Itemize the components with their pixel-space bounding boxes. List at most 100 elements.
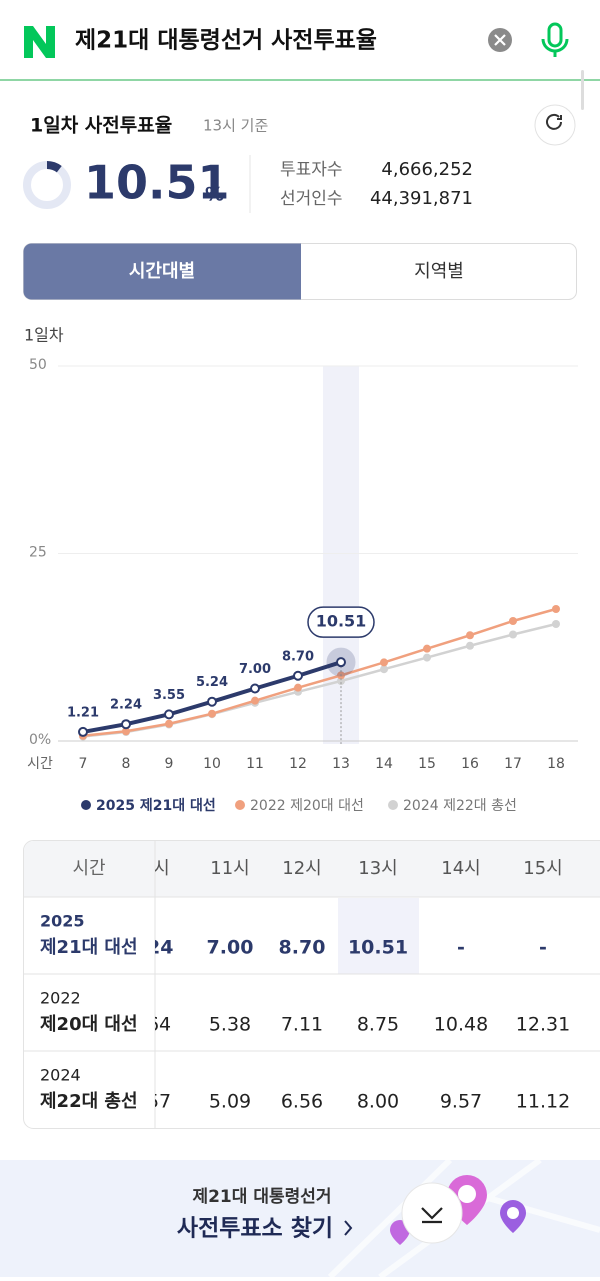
refresh-button[interactable] <box>535 105 575 145</box>
table-cell: - <box>539 937 547 959</box>
table-cell: 5.38 <box>209 1014 251 1036</box>
x-tick-label: 8 <box>122 756 131 772</box>
point <box>423 645 431 653</box>
table-cell: - <box>457 937 465 959</box>
point <box>208 698 216 706</box>
table-cell: 8.70 <box>279 937 326 959</box>
point <box>380 658 388 666</box>
point <box>509 631 517 639</box>
table-cell: 11.12 <box>516 1091 570 1113</box>
table-cell: 12.31 <box>516 1014 570 1036</box>
table-header: 12시 <box>282 858 321 879</box>
row-name: 제20대 대선 <box>40 1014 138 1035</box>
x-tick-label: 10 <box>203 756 221 772</box>
chart: 0% 25 50 7 8 9 10 11 12 13 14 15 16 17 18 1.21 2.24 3.55 5… <box>29 357 578 772</box>
legend-label: 2022 제20대 대선 <box>250 798 364 814</box>
x-tick-label: 16 <box>461 756 479 772</box>
point <box>208 710 216 718</box>
x-tick-label: 18 <box>547 756 565 772</box>
table-cell: 7.11 <box>281 1014 323 1036</box>
point <box>294 684 302 692</box>
table-cell: 8.00 <box>357 1091 399 1113</box>
y-tick-label: 25 <box>29 545 47 561</box>
electorate-label: 선거인수 <box>280 189 343 209</box>
rate-ring-value <box>47 165 59 169</box>
row-year: 2025 <box>40 912 85 931</box>
row-name: 제22대 총선 <box>40 1091 138 1112</box>
tab[interactable]: 지역별 <box>414 261 464 282</box>
point <box>423 654 431 662</box>
table-header: 13시 <box>358 858 397 879</box>
data-label: 1.21 <box>67 705 99 720</box>
x-tick-label: 12 <box>289 756 307 772</box>
table-cell: 10.51 <box>348 937 408 959</box>
point <box>509 617 517 625</box>
x-tick-label: 11 <box>246 756 264 772</box>
data-label: 7.00 <box>239 662 271 677</box>
banner-line1: 제21대 대통령선거 <box>192 1186 331 1207</box>
point <box>552 620 560 628</box>
x-tick-label: 15 <box>418 756 436 772</box>
data-label: 8.70 <box>282 649 314 664</box>
data-label: 2.24 <box>110 698 142 713</box>
point <box>552 605 560 613</box>
point <box>380 665 388 673</box>
voters-label: 투표자수 <box>280 160 343 180</box>
summary-title: 1일차 사전투표율 <box>30 115 172 137</box>
point <box>466 631 474 639</box>
table-cell: 5.09 <box>209 1091 251 1113</box>
y-tick-label: 50 <box>29 357 47 373</box>
voters-value: 4,666,252 <box>381 159 473 180</box>
rate-ring <box>27 165 67 205</box>
table-cell: 7.00 <box>207 937 254 959</box>
point <box>165 720 173 728</box>
legend-marker <box>235 800 245 810</box>
table-header: 11시 <box>210 858 249 879</box>
chart-title: 1일차 <box>24 326 64 345</box>
y-tick-label: 0% <box>29 732 51 748</box>
legend-marker <box>388 800 398 810</box>
legend: 2025 제21대 대선 2022 제20대 대선 2024 제22대 총선 <box>81 798 517 814</box>
table-cell: 9.57 <box>440 1091 482 1113</box>
table-header: 15시 <box>523 858 562 879</box>
search-query[interactable]: 제21대 대통령선거 사전투표율 <box>75 28 377 54</box>
point <box>251 697 259 705</box>
data-label: 5.24 <box>196 675 228 690</box>
table-cell: 6.56 <box>281 1091 323 1113</box>
tab[interactable]: 시간대별 <box>129 261 195 282</box>
point <box>79 728 87 736</box>
point <box>251 685 259 693</box>
x-tick-label: 13 <box>332 756 350 772</box>
legend-label: 2025 제21대 대선 <box>96 798 216 814</box>
data-label: 3.55 <box>153 688 185 703</box>
x-axis-label: 시간 <box>27 756 53 772</box>
table-header: 14시 <box>441 858 480 879</box>
rate-unit: % <box>205 184 224 206</box>
point <box>122 720 130 728</box>
table-cell: 10.48 <box>434 1014 488 1036</box>
electorate-value: 44,391,871 <box>370 188 473 209</box>
scroll-down-button[interactable] <box>402 1183 462 1243</box>
x-tick-label: 9 <box>165 756 174 772</box>
legend-marker <box>81 800 91 810</box>
point <box>165 710 173 718</box>
point <box>466 642 474 650</box>
row-year: 2022 <box>40 989 81 1008</box>
point <box>337 658 345 666</box>
header-border <box>0 79 600 81</box>
row-name: 제21대 대선 <box>40 937 138 958</box>
table-header: 시간 <box>72 858 105 879</box>
x-tick-label: 14 <box>375 756 393 772</box>
scrollbar <box>581 70 584 110</box>
banner-line2: 사전투표소 찾기 <box>177 1216 333 1242</box>
point <box>294 672 302 680</box>
table-cell: 8.75 <box>357 1014 399 1036</box>
row-year: 2024 <box>40 1066 81 1085</box>
summary-basis: 13시 기준 <box>203 117 268 135</box>
data-label: 10.51 <box>316 612 367 631</box>
x-tick-label: 7 <box>79 756 88 772</box>
x-tick-label: 17 <box>504 756 522 772</box>
legend-label: 2024 제22대 총선 <box>403 798 517 814</box>
